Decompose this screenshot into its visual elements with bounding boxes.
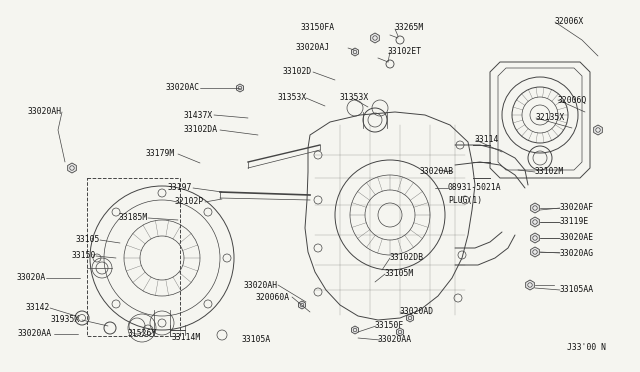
Text: 33179M: 33179M bbox=[146, 148, 175, 157]
Text: 320060A: 320060A bbox=[256, 292, 290, 301]
Text: 31353X: 31353X bbox=[340, 93, 369, 103]
Text: 31935X: 31935X bbox=[51, 315, 80, 324]
Text: 32135X: 32135X bbox=[536, 113, 565, 122]
Text: 33020A: 33020A bbox=[17, 273, 46, 282]
Polygon shape bbox=[237, 84, 243, 92]
Polygon shape bbox=[531, 233, 540, 243]
Polygon shape bbox=[531, 247, 540, 257]
Text: 33142: 33142 bbox=[26, 304, 50, 312]
Text: 33102ET: 33102ET bbox=[388, 48, 422, 57]
Polygon shape bbox=[594, 125, 602, 135]
Text: 33119E: 33119E bbox=[560, 218, 589, 227]
Text: 32006Q: 32006Q bbox=[558, 96, 588, 105]
Text: 33020AH: 33020AH bbox=[244, 280, 278, 289]
Polygon shape bbox=[68, 163, 76, 173]
Text: 31526Y: 31526Y bbox=[128, 330, 157, 339]
Polygon shape bbox=[397, 328, 403, 336]
Text: 33020AA: 33020AA bbox=[18, 330, 52, 339]
Text: 33150F: 33150F bbox=[375, 321, 404, 330]
Text: 33150FA: 33150FA bbox=[301, 23, 335, 32]
Polygon shape bbox=[531, 203, 540, 213]
Text: J33'00 N: J33'00 N bbox=[567, 343, 606, 353]
Text: 33105M: 33105M bbox=[385, 269, 414, 279]
Text: 33102DA: 33102DA bbox=[184, 125, 218, 135]
Polygon shape bbox=[531, 217, 540, 227]
Text: 33102M: 33102M bbox=[535, 167, 564, 176]
Polygon shape bbox=[351, 48, 358, 56]
Text: 33197: 33197 bbox=[168, 183, 192, 192]
Polygon shape bbox=[406, 314, 413, 322]
Text: 33020AH: 33020AH bbox=[28, 108, 62, 116]
Polygon shape bbox=[525, 280, 534, 290]
Text: 32006X: 32006X bbox=[555, 17, 584, 26]
Text: 32102P: 32102P bbox=[175, 198, 204, 206]
Text: 33020AJ: 33020AJ bbox=[296, 44, 330, 52]
Text: 33020AA: 33020AA bbox=[378, 336, 412, 344]
Text: 31353X: 31353X bbox=[278, 93, 307, 103]
Text: 31437X: 31437X bbox=[184, 110, 213, 119]
Text: 33265M: 33265M bbox=[395, 23, 424, 32]
Text: 33105A: 33105A bbox=[242, 336, 271, 344]
Text: 33102D: 33102D bbox=[283, 67, 312, 77]
Text: 33105AA: 33105AA bbox=[560, 285, 594, 295]
Text: 33185M: 33185M bbox=[119, 214, 148, 222]
Text: 33102DB: 33102DB bbox=[390, 253, 424, 263]
Text: 33114: 33114 bbox=[475, 135, 499, 144]
Text: 33020AF: 33020AF bbox=[560, 202, 594, 212]
Polygon shape bbox=[371, 33, 380, 43]
Text: 33020AG: 33020AG bbox=[560, 248, 594, 257]
Text: 33020AC: 33020AC bbox=[166, 83, 200, 93]
Polygon shape bbox=[298, 301, 305, 309]
Text: 33020AB: 33020AB bbox=[420, 167, 454, 176]
Text: 33020AD: 33020AD bbox=[400, 308, 434, 317]
Text: PLUG(1): PLUG(1) bbox=[448, 196, 482, 205]
Text: 33105: 33105 bbox=[76, 235, 100, 244]
Text: 33150: 33150 bbox=[72, 251, 96, 260]
Text: 33114M: 33114M bbox=[172, 334, 201, 343]
Text: 33020AE: 33020AE bbox=[560, 234, 594, 243]
Polygon shape bbox=[351, 326, 358, 334]
Text: 08931-5021A: 08931-5021A bbox=[448, 183, 502, 192]
